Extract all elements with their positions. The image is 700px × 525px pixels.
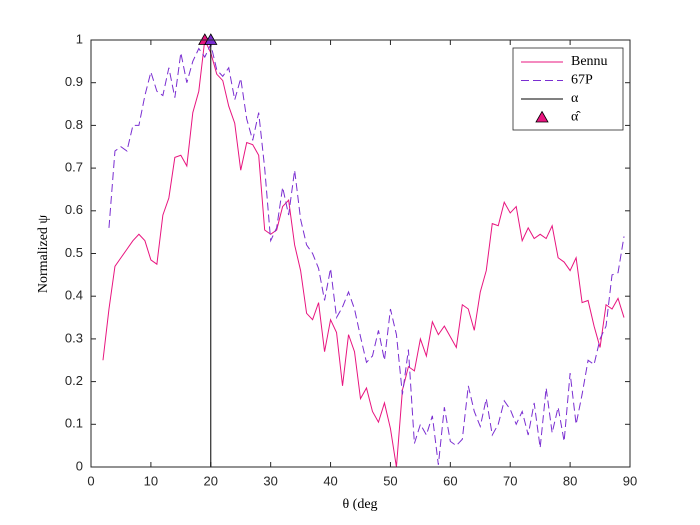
x-tick-label: 80 — [563, 473, 577, 488]
legend-label: 67P — [571, 73, 593, 88]
y-axis-label: Normalized ψ — [36, 215, 51, 294]
y-tick-label: 0 — [76, 458, 83, 473]
x-tick-label: 60 — [443, 473, 457, 488]
y-tick-label: 0.5 — [65, 245, 83, 260]
line-series — [108, 42, 625, 465]
x-tick-label: 0 — [87, 473, 94, 488]
y-tick-label: 0.9 — [65, 74, 83, 89]
x-tick-label: 10 — [144, 473, 158, 488]
legend-label: Bennu — [571, 54, 608, 69]
y-tick-label: 0.8 — [65, 117, 83, 132]
y-tick-label: 0.7 — [65, 160, 83, 175]
line-series — [102, 38, 625, 468]
legend-label: α — [571, 91, 579, 106]
x-tick-label: 30 — [263, 473, 277, 488]
x-tick-label: 20 — [204, 473, 218, 488]
marker — [204, 33, 218, 45]
y-tick-label: 1 — [76, 31, 83, 46]
y-tick-label: 0.3 — [65, 330, 83, 345]
x-axis-label: θ (deg — [342, 497, 377, 512]
x-tick-label: 70 — [503, 473, 517, 488]
legend-marker — [535, 110, 549, 123]
y-tick-label: 0.4 — [65, 288, 83, 303]
legend-label: α̂ — [571, 110, 581, 125]
y-tick-label: 0.1 — [65, 416, 83, 431]
axes-box — [90, 39, 631, 468]
y-tick-label: 0.2 — [65, 373, 83, 388]
x-tick-label: 50 — [383, 473, 397, 488]
x-tick-label: 90 — [623, 473, 637, 488]
x-tick-label: 40 — [323, 473, 337, 488]
y-tick-label: 0.6 — [65, 202, 83, 217]
